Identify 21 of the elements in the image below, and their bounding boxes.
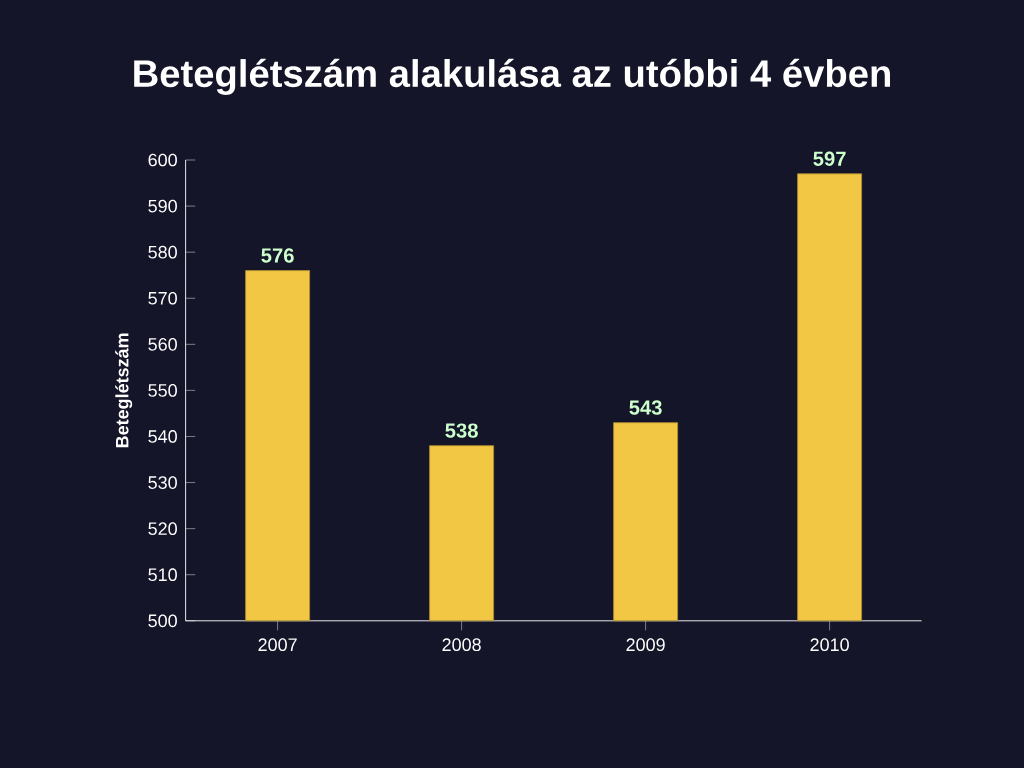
y-tick-label: 510 [148,568,177,582]
data-label: 597 [813,151,846,166]
data-label: 576 [261,248,294,263]
y-tick-label: 560 [148,337,177,351]
y-tick-label: 530 [148,476,177,489]
x-tick-label: 2007 [258,638,297,652]
y-tick-label: 590 [148,199,177,213]
x-tick-label: 2008 [442,638,481,652]
y-tick-label: 550 [148,384,177,397]
y-tick-label: 520 [148,522,177,536]
y-tick-label: 540 [148,430,177,443]
y-axis-title: Beteglétszám [115,333,133,448]
y-tick-label: 570 [148,291,177,305]
y-tick-label: 580 [148,245,177,259]
data-label: 543 [629,400,662,415]
data-label: 538 [445,423,478,438]
x-tick-label: 2009 [626,638,665,652]
y-tick-label: 500 [148,614,177,628]
chart-title: Beteglétszám alakulása az utóbbi 4 évben [134,58,890,95]
x-tick-label: 2010 [810,638,849,652]
y-tick-label: 600 [148,153,177,167]
